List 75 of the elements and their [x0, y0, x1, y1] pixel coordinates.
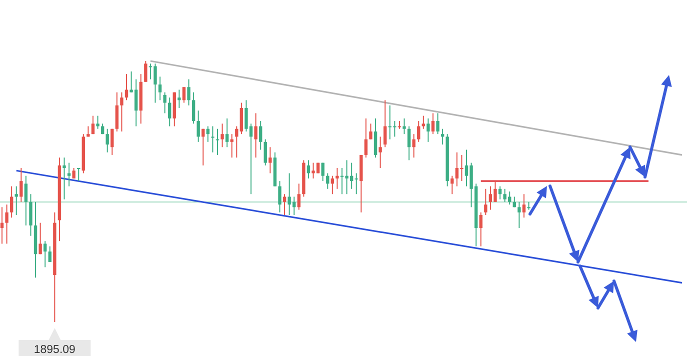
candlestick [412, 134, 416, 158]
candlestick [336, 168, 339, 190]
candlestick [440, 128, 444, 146]
candlestick [144, 60, 148, 82]
candlestick [306, 160, 310, 179]
candlestick [527, 201, 530, 210]
candlestick [72, 168, 76, 179]
candlestick [106, 128, 109, 153]
candlestick [417, 120, 420, 142]
candlestick [398, 120, 402, 130]
candlestick [178, 89, 181, 108]
candlestick [38, 222, 42, 255]
candlestick [384, 100, 387, 148]
candlestick [326, 172, 330, 190]
candlestick [402, 118, 406, 135]
candlestick [5, 204, 8, 244]
candlestick [264, 138, 267, 166]
candlestick [268, 146, 272, 174]
candlestick [378, 136, 382, 169]
candlestick [354, 172, 358, 195]
candlestick [364, 118, 368, 158]
candlestick [14, 186, 18, 216]
candlestick [522, 194, 526, 218]
candlestick [182, 86, 186, 104]
annotation: 1895.09 [34, 344, 76, 356]
candlestick [20, 168, 23, 202]
candlestick [48, 246, 52, 262]
candlestick [0, 206, 4, 244]
candlestick [62, 157, 66, 200]
candlestick [321, 162, 324, 182]
candlestick [431, 112, 435, 135]
candlestick [498, 186, 502, 200]
candlestick [206, 126, 210, 142]
candlestick [230, 134, 234, 158]
candlestick [422, 115, 426, 130]
candlestick [192, 92, 196, 124]
candlestick [216, 128, 220, 156]
candlestick [44, 240, 47, 268]
candlestick [297, 183, 300, 210]
candlestick [407, 126, 411, 161]
candlestick [240, 102, 244, 135]
candlestick [436, 112, 440, 135]
candlestick [29, 194, 32, 236]
candlestick [211, 126, 214, 153]
candlestick [220, 123, 224, 148]
candlestick [479, 212, 482, 247]
candlestick [235, 126, 238, 158]
candlestick [77, 168, 80, 182]
candlestick [187, 78, 190, 106]
candlestick [163, 92, 166, 114]
candlestick [225, 118, 229, 148]
candlestick [168, 97, 172, 127]
candlestick [120, 92, 124, 132]
candlestick [484, 188, 488, 216]
candlestick [96, 115, 100, 130]
candlestick [254, 112, 258, 158]
candlestick [158, 76, 162, 101]
candlestick [202, 128, 205, 166]
candlestick [282, 194, 286, 216]
candlestick [450, 175, 454, 195]
candlestick [124, 74, 128, 101]
candlestick [24, 175, 28, 226]
candlestick [374, 118, 378, 158]
candlestick [258, 120, 262, 150]
candlestick [196, 110, 200, 142]
candlestick [110, 128, 114, 156]
candlestick [115, 92, 119, 132]
candlestick [369, 123, 372, 140]
candlestick [518, 201, 521, 229]
candlestick [91, 115, 95, 135]
candlestick [278, 180, 282, 213]
candlestick [10, 186, 14, 218]
candlestick [426, 118, 430, 142]
candlestick [330, 175, 334, 195]
candlestick [67, 162, 71, 187]
